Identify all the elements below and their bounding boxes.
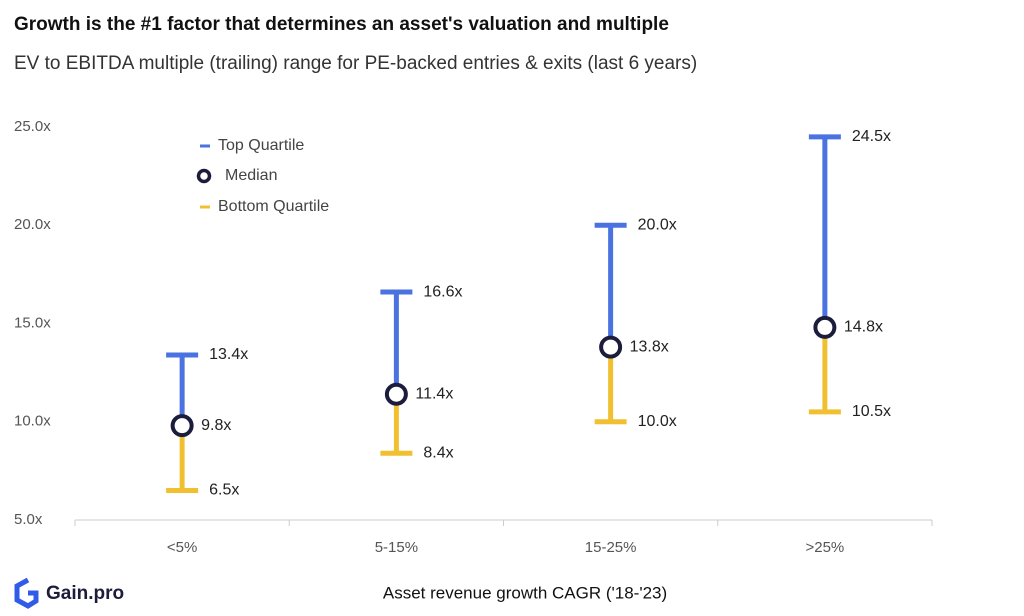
- median-dot: [170, 414, 194, 438]
- legend-swatch: [196, 168, 212, 184]
- logo-icon: [14, 577, 39, 609]
- value-label: 9.8x: [201, 417, 231, 434]
- median-dot: [813, 315, 837, 339]
- x-tick-label: 5-15%: [375, 539, 418, 556]
- value-label: 13.4x: [209, 346, 248, 363]
- legend-label: Bottom Quartile: [218, 198, 329, 215]
- value-label: 13.8x: [630, 338, 669, 355]
- chart-title: Growth is the #1 factor that determines …: [14, 14, 669, 35]
- x-tick-label: 15-25%: [585, 539, 637, 556]
- value-label: 16.6x: [423, 283, 462, 300]
- y-tick-label: 5.0x: [14, 511, 43, 528]
- value-label: 10.0x: [638, 413, 677, 430]
- legend-label: Top Quartile: [218, 137, 304, 154]
- value-label: 24.5x: [852, 128, 891, 145]
- y-tick-label: 20.0x: [14, 216, 51, 233]
- chart-subtitle: EV to EBITDA multiple (trailing) range f…: [14, 53, 697, 74]
- legend-label: Median: [225, 167, 277, 184]
- x-tick-label: >25%: [805, 539, 844, 556]
- median-dot: [384, 382, 408, 406]
- value-label: 11.4x: [415, 385, 453, 402]
- value-label: 10.5x: [852, 403, 891, 420]
- logo: Gain.pro: [14, 577, 124, 609]
- logo-text: Gain.pro: [46, 583, 124, 604]
- value-label: 6.5x: [209, 482, 239, 499]
- y-tick-label: 15.0x: [14, 314, 51, 331]
- value-label: 8.4x: [423, 444, 453, 461]
- value-label: 20.0x: [638, 216, 677, 233]
- value-label: 14.8x: [844, 319, 883, 336]
- median-dot: [599, 335, 623, 359]
- y-tick-label: 25.0x: [14, 118, 51, 135]
- y-tick-label: 10.0x: [14, 413, 51, 430]
- x-axis-label: Asset revenue growth CAGR ('18-'23): [383, 583, 667, 602]
- x-tick-label: <5%: [167, 539, 197, 556]
